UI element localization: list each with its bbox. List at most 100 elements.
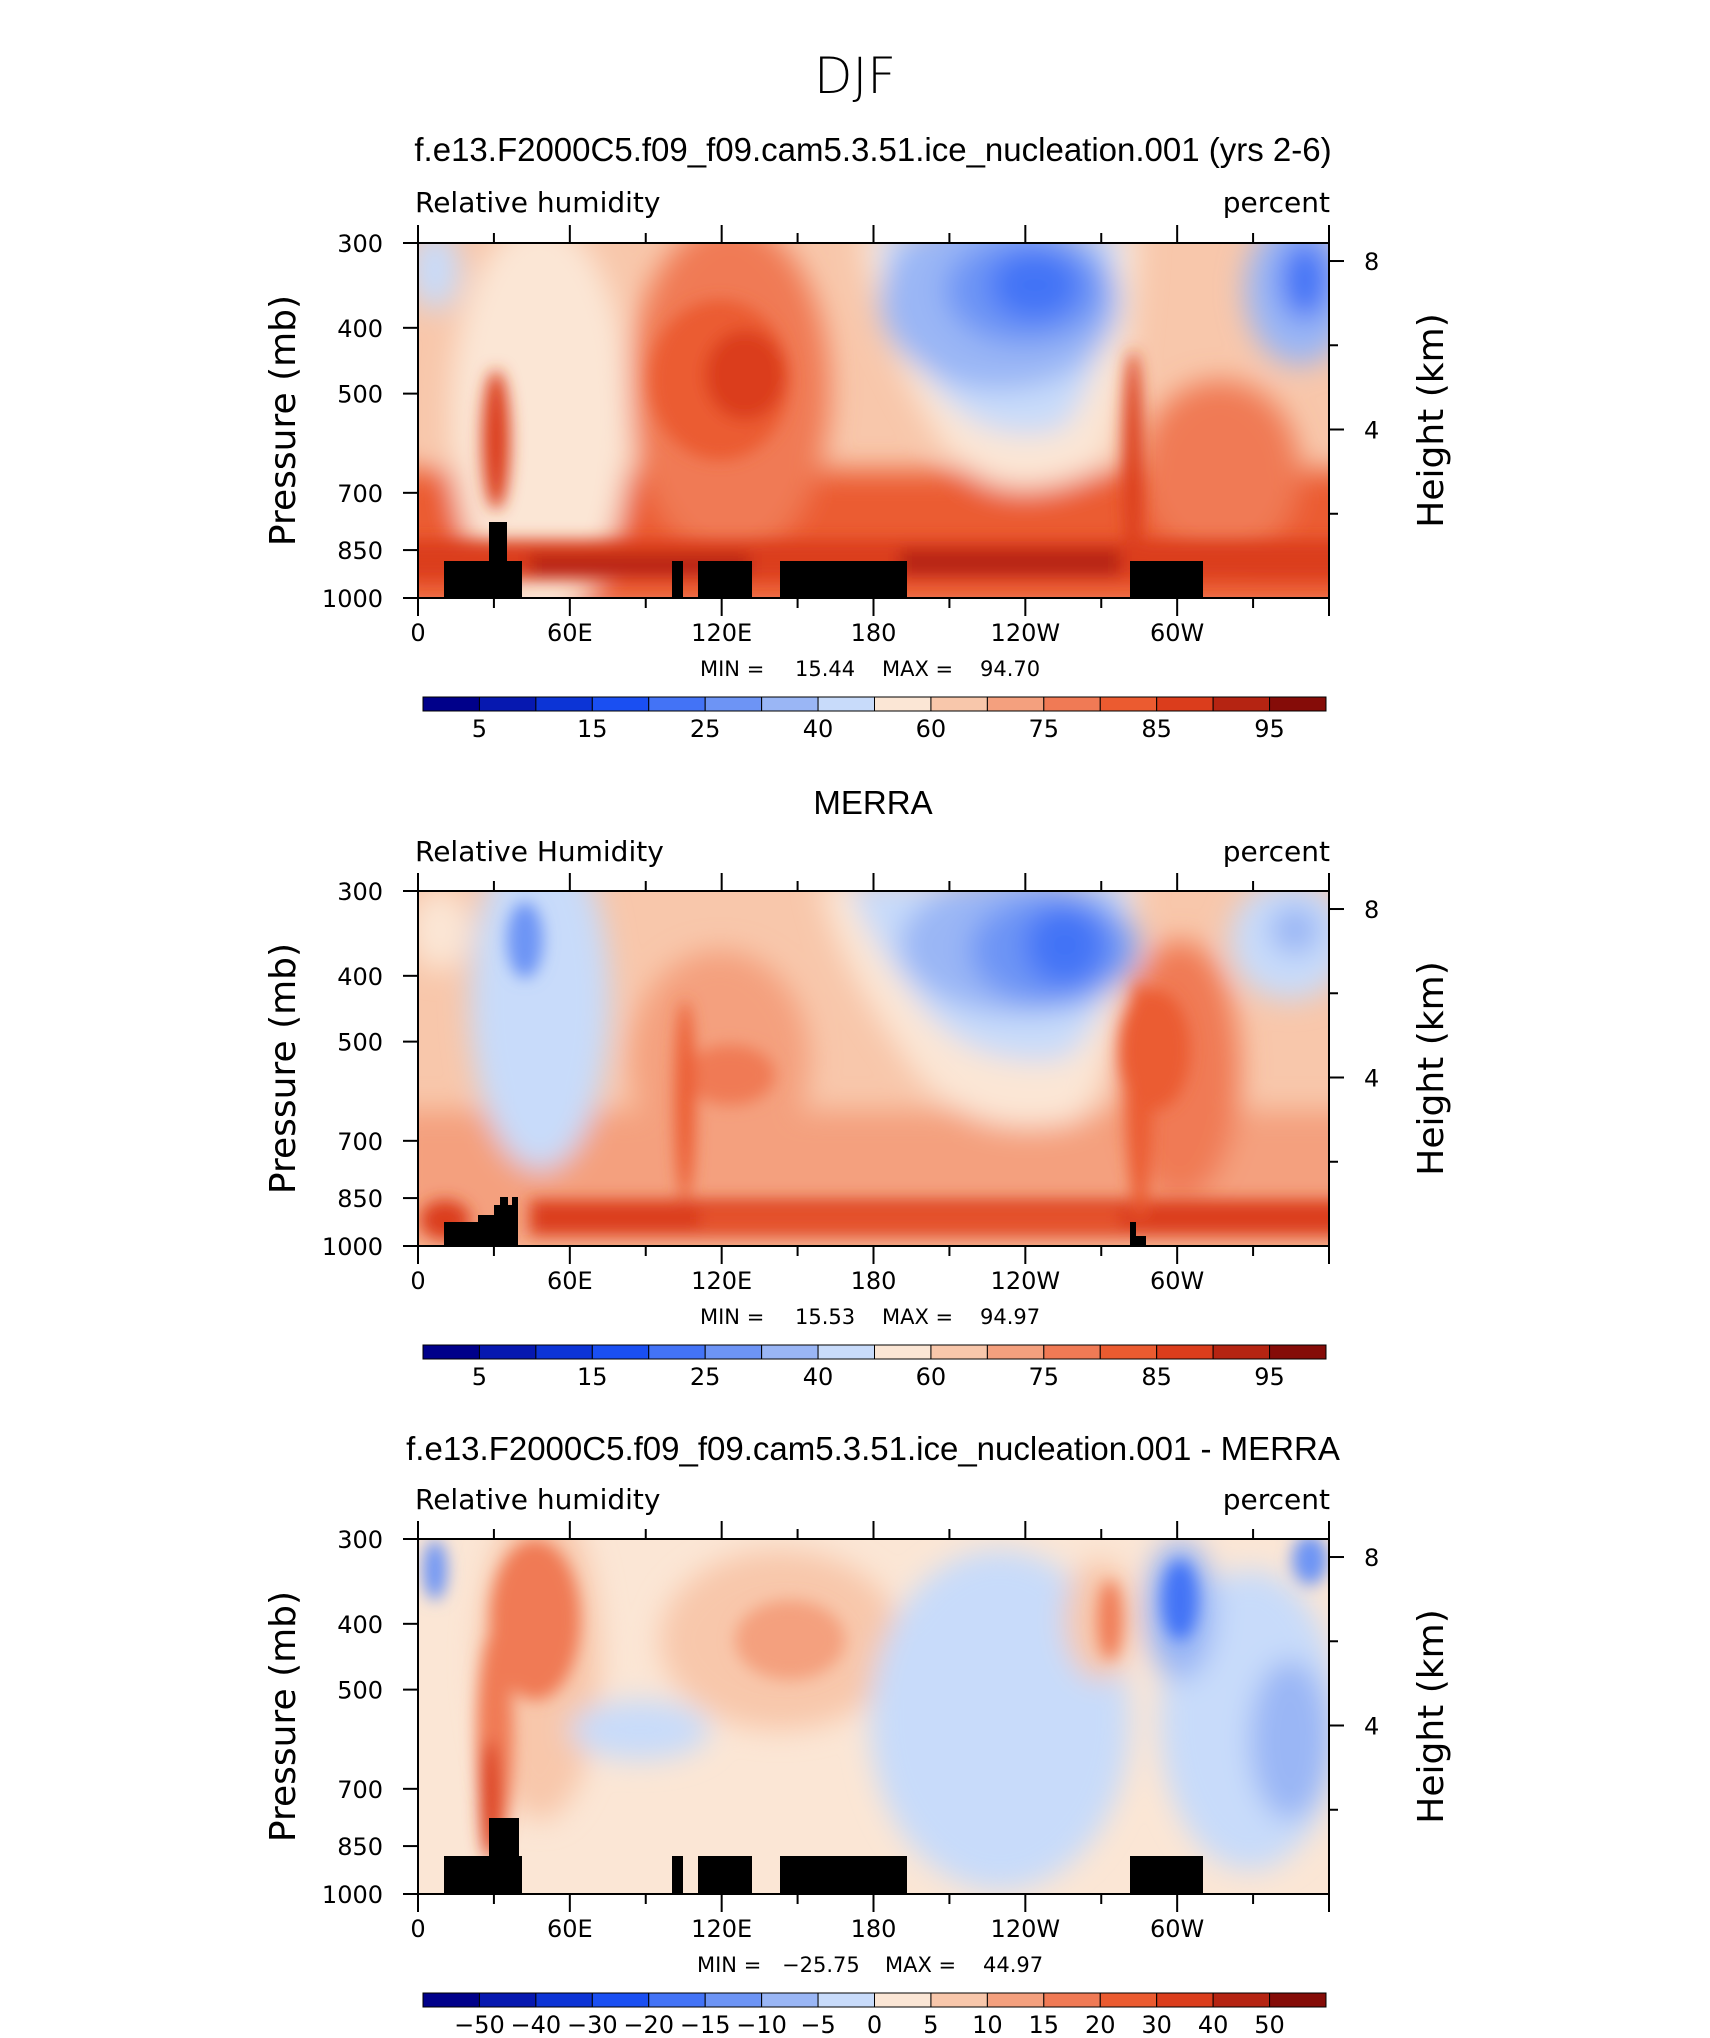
colorbar-swatch xyxy=(648,1344,706,1360)
x-tick-label: 120E xyxy=(691,1267,752,1295)
x-tick-label: 120E xyxy=(691,619,752,647)
y-tick-label: 700 xyxy=(337,1128,383,1156)
colorbar-label: 5 xyxy=(472,715,487,743)
colorbar-label: −10 xyxy=(736,2011,787,2038)
y-tick-label: 500 xyxy=(337,1677,383,1705)
colorbar-swatch xyxy=(1269,1344,1327,1360)
y-tick-label: 300 xyxy=(337,230,383,258)
colorbar-swatch xyxy=(986,1344,1045,1360)
colorbar-swatch xyxy=(1156,1344,1214,1360)
colorbar-label: 20 xyxy=(1085,2011,1116,2038)
colorbar-swatch xyxy=(591,1992,650,2008)
x-tick-label: 120E xyxy=(691,1915,752,1943)
colorbar-swatch xyxy=(761,696,819,712)
colorbar-swatch xyxy=(1156,1992,1214,2008)
x-tick-label: 60W xyxy=(1150,1267,1204,1295)
y-tick-label: 300 xyxy=(337,1526,383,1554)
colorbar-swatch xyxy=(1099,696,1158,712)
panel-title: f.e13.F2000C5.f09_f09.cam5.3.51.ice_nucl… xyxy=(406,1430,1340,1467)
colorbar-label: 75 xyxy=(1029,715,1060,743)
colorbar-swatch xyxy=(1269,1992,1327,2008)
y-axis-title-right: Height (km) xyxy=(1411,313,1452,527)
colorbar-swatch xyxy=(1099,1992,1158,2008)
colorbar-label: 60 xyxy=(916,1363,947,1391)
left-label: Relative humidity xyxy=(415,186,660,219)
colorbar-label: 5 xyxy=(923,2011,938,2038)
colorbar-swatch xyxy=(591,696,650,712)
stats-max: 44.97 xyxy=(983,1953,1043,1977)
y-tick-label: 400 xyxy=(337,1611,383,1639)
colorbar-swatch xyxy=(1043,1344,1101,1360)
colorbar-swatch xyxy=(648,696,706,712)
y-tick-label: 1000 xyxy=(322,1233,383,1261)
colorbar-swatch xyxy=(648,1992,706,2008)
topography xyxy=(444,1197,1146,1246)
x-tick-label: 180 xyxy=(851,619,897,647)
contour-field xyxy=(418,891,1329,1246)
y-tick-label: 850 xyxy=(337,1185,383,1213)
stats-min: 15.53 xyxy=(795,1305,855,1329)
colorbar-label: 10 xyxy=(972,2011,1003,2038)
y-tick-label: 850 xyxy=(337,1833,383,1861)
colorbar-label: −20 xyxy=(623,2011,674,2038)
colorbar-swatch xyxy=(478,1344,537,1360)
colorbar-swatch xyxy=(591,1344,650,1360)
panel-model: f.e13.F2000C5.f09_f09.cam5.3.51.ice_nucl… xyxy=(263,131,1452,743)
colorbar-label: 25 xyxy=(690,1363,721,1391)
colorbar-label: −40 xyxy=(511,2011,562,2038)
colorbar-label: −5 xyxy=(800,2011,835,2038)
colorbar-swatch xyxy=(761,1992,819,2008)
colorbar: 5 15 25 40 60 75 85 95 xyxy=(422,1344,1327,1391)
x-tick-label: 0 xyxy=(410,619,425,647)
colorbar-label: 25 xyxy=(690,715,721,743)
colorbar-swatch xyxy=(478,1992,537,2008)
x-tick-label: 0 xyxy=(410,1915,425,1943)
y-right-tick-label: 8 xyxy=(1364,1544,1379,1572)
right-label: percent xyxy=(1223,835,1330,868)
colorbar-swatch xyxy=(535,696,593,712)
colorbar-swatch xyxy=(704,1344,763,1360)
colorbar-swatch xyxy=(422,1344,480,1360)
y-axis-title: Pressure (mb) xyxy=(263,1591,304,1842)
colorbar-swatch xyxy=(1043,696,1101,712)
stats-min-label: MIN = xyxy=(697,1953,761,1977)
colorbar-swatch xyxy=(986,696,1045,712)
x-tick-label: 120W xyxy=(991,1915,1061,1943)
colorbar-label: 5 xyxy=(472,1363,487,1391)
stats-max: 94.70 xyxy=(980,657,1040,681)
colorbar: −50 −40 −30 −20 −15 −10 −5 0 5 10 15 20 30 40 50 xyxy=(422,1992,1327,2038)
colorbar-label: 60 xyxy=(916,715,947,743)
colorbar-label: 40 xyxy=(803,1363,834,1391)
colorbar-label: 40 xyxy=(1198,2011,1229,2038)
left-label: Relative humidity xyxy=(415,1483,660,1516)
y-right-tick-label: 4 xyxy=(1364,1713,1379,1741)
colorbar-swatch xyxy=(930,696,988,712)
x-tick-label: 180 xyxy=(851,1915,897,1943)
colorbar-swatch xyxy=(1212,696,1271,712)
colorbar-swatch xyxy=(986,1992,1045,2008)
y-axis-title: Pressure (mb) xyxy=(263,943,304,1194)
y-tick-label: 700 xyxy=(337,480,383,508)
y-tick-label: 400 xyxy=(337,963,383,991)
x-tick-label: 60W xyxy=(1150,619,1204,647)
colorbar-label: 0 xyxy=(867,2011,882,2038)
colorbar-swatch xyxy=(817,696,875,712)
colorbar-swatch xyxy=(874,696,932,712)
colorbar-swatch xyxy=(1269,696,1327,712)
y-axis-title: Pressure (mb) xyxy=(263,295,304,546)
colorbar-swatch xyxy=(1099,1344,1158,1360)
colorbar: 5 15 25 40 60 75 85 95 xyxy=(422,696,1327,743)
colorbar-swatch xyxy=(1043,1992,1101,2008)
colorbar-swatch xyxy=(1212,1344,1271,1360)
colorbar-swatch xyxy=(1156,696,1214,712)
colorbar-swatch xyxy=(422,696,480,712)
colorbar-swatch xyxy=(874,1344,932,1360)
y-tick-label: 850 xyxy=(337,537,383,565)
y-tick-label: 400 xyxy=(337,315,383,343)
y-right-tick-label: 8 xyxy=(1364,896,1379,924)
colorbar-label: 75 xyxy=(1029,1363,1060,1391)
colorbar-swatch xyxy=(1212,1992,1271,2008)
right-label: percent xyxy=(1223,186,1330,219)
colorbar-swatch xyxy=(930,1992,988,2008)
left-label: Relative Humidity xyxy=(415,835,664,868)
